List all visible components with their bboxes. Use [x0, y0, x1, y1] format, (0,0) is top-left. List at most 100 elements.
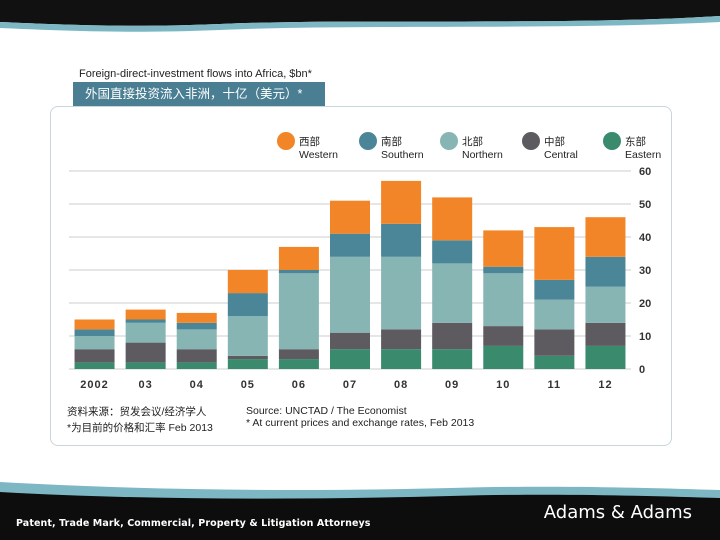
- chart-title-en: Foreign-direct-investment flows into Afr…: [79, 68, 312, 80]
- legend-label-zh-eastern: 东部: [625, 135, 646, 148]
- bar-northern-04: [176, 329, 217, 350]
- bar-western-2002: [74, 319, 115, 330]
- bar-western-08: [381, 180, 422, 224]
- bar-eastern-10: [483, 345, 524, 369]
- bar-eastern-2002: [74, 362, 115, 369]
- legend-swatch-southern: [359, 132, 377, 150]
- bar-central-05: [227, 355, 268, 360]
- bar-central-12: [585, 322, 626, 346]
- x-tick-label: 11: [548, 379, 562, 391]
- x-tick-label: 08: [394, 379, 408, 391]
- bar-central-07: [330, 332, 370, 350]
- bar-eastern-07: [330, 349, 370, 369]
- legend-label-southern: Southern: [381, 149, 424, 161]
- source-en-line2: * At current prices and exchange rates, …: [246, 417, 475, 429]
- legend-label-zh-southern: 南部: [381, 135, 402, 148]
- bar-northern-12: [585, 286, 626, 323]
- legend-label-northern: Northern: [462, 149, 503, 161]
- bar-northern-03: [125, 322, 166, 343]
- bar-western-06: [278, 246, 319, 270]
- legend-swatch-northern: [440, 132, 458, 150]
- legend-label-zh-northern: 北部: [462, 135, 483, 148]
- bar-eastern-11: [534, 355, 575, 369]
- x-tick-label: 07: [343, 379, 357, 391]
- legend-label-western: Western: [299, 149, 338, 161]
- bar-central-03: [125, 342, 166, 363]
- bar-western-11: [534, 227, 575, 280]
- bar-central-11: [534, 329, 575, 356]
- chart-frame: 60 50 40 30 20 10 0 2002 03 04 05 06 07 08 09 10 11 12 西部 W…: [50, 106, 672, 446]
- y-tick-label: 60: [639, 166, 651, 178]
- bar-eastern-12: [585, 345, 626, 369]
- bar-western-03: [125, 309, 166, 320]
- bar-western-04: [176, 312, 217, 323]
- x-tick-label: 03: [139, 379, 153, 391]
- x-tick-label: 10: [496, 379, 510, 391]
- bar-southern-11: [534, 279, 575, 300]
- bar-northern-05: [227, 316, 268, 356]
- bar-central-2002: [74, 349, 115, 363]
- bar-southern-08: [381, 223, 422, 257]
- bar-southern-09: [432, 240, 473, 264]
- bar-western-07: [330, 200, 370, 234]
- stacked-bar-chart: 60 50 40 30 20 10 0 2002 03 04 05 06 07 08 09 10 11 12 西部W…: [69, 132, 661, 391]
- legend-label-zh-western: 西部: [299, 135, 320, 148]
- bar-western-05: [227, 270, 268, 294]
- legend-swatch-eastern: [603, 132, 621, 150]
- bar-southern-04: [176, 322, 217, 330]
- bar-eastern-04: [176, 362, 217, 369]
- bar-western-09: [432, 197, 473, 241]
- chart-title-zh: 外国直接投资流入非洲，十亿（美元）*: [73, 82, 325, 106]
- legend-label-zh-central: 中部: [544, 135, 565, 148]
- y-tick-label: 30: [639, 265, 651, 277]
- bar-central-09: [432, 322, 473, 350]
- bar-eastern-09: [432, 349, 473, 369]
- bar-southern-10: [483, 266, 524, 274]
- x-tick-label: 2002: [80, 379, 108, 391]
- bar-central-10: [483, 326, 524, 346]
- header-decorative-band: [0, 0, 720, 32]
- bar-central-08: [381, 329, 422, 350]
- source-zh-line2: *为目前的价格和汇率 Feb 2013: [67, 422, 213, 434]
- bar-southern-12: [585, 256, 626, 287]
- y-tick-label: 20: [639, 298, 651, 310]
- bar-northern-11: [534, 299, 575, 330]
- x-tick-label: 12: [598, 379, 612, 391]
- bar-northern-06: [278, 273, 319, 350]
- bar-northern-2002: [74, 336, 115, 350]
- bar-northern-09: [432, 263, 473, 323]
- bar-western-12: [585, 217, 626, 257]
- legend-swatch-central: [522, 132, 540, 150]
- bar-central-04: [176, 349, 217, 363]
- x-tick-label: 09: [445, 379, 459, 391]
- bar-eastern-05: [227, 359, 268, 369]
- y-tick-label: 50: [639, 199, 651, 211]
- bar-western-10: [483, 230, 524, 267]
- footer-decorative-band: [0, 482, 720, 540]
- bar-southern-07: [330, 233, 370, 257]
- source-en-line1: Source: UNCTAD / The Economist: [246, 405, 407, 417]
- bar-southern-05: [227, 293, 268, 317]
- bar-northern-10: [483, 273, 524, 327]
- x-tick-label: 06: [292, 379, 306, 391]
- bar-eastern-03: [125, 362, 166, 369]
- bar-eastern-08: [381, 349, 422, 369]
- bar-southern-03: [125, 319, 166, 323]
- x-tick-label: 05: [241, 379, 255, 391]
- bar-central-06: [278, 349, 319, 360]
- bar-northern-08: [381, 256, 422, 330]
- legend-label-eastern: Eastern: [625, 149, 661, 161]
- legend-label-central: Central: [544, 149, 578, 161]
- bar-eastern-06: [278, 359, 319, 369]
- footer-tagline: Patent, Trade Mark, Commercial, Property…: [16, 518, 371, 529]
- legend-swatch-western: [277, 132, 295, 150]
- source-zh-line1: 资料来源：贸发会议/经济学人: [67, 406, 207, 418]
- brand-logo: Adams & Adams: [543, 502, 692, 523]
- bar-southern-2002: [74, 329, 115, 336]
- y-tick-label: 40: [639, 232, 651, 244]
- bar-southern-06: [278, 270, 319, 274]
- x-tick-label: 04: [190, 379, 204, 391]
- y-tick-label: 0: [639, 364, 645, 376]
- y-tick-label: 10: [639, 331, 651, 343]
- bar-northern-07: [330, 256, 370, 333]
